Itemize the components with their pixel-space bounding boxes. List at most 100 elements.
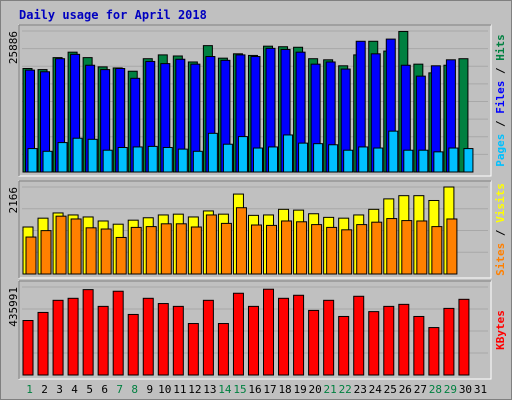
day-label: 5 (86, 383, 93, 396)
day-label: 13 (203, 383, 216, 396)
side-label-part: / (494, 61, 507, 81)
bar-pages-day-17 (268, 146, 279, 173)
panel-top: 25886 Pages / Files / Hits (7, 24, 507, 177)
bar-pages-day-2 (42, 150, 53, 173)
bar-pages-day-13 (207, 132, 218, 173)
bar-sites-day-1 (25, 236, 37, 275)
day-label: 22 (339, 383, 352, 396)
bar-sites-day-26 (401, 220, 413, 275)
bar-pages-day-11 (177, 148, 188, 173)
chart-title: Daily usage for April 2018 (19, 8, 207, 22)
bar-kbytes-day-9 (142, 297, 154, 376)
panel-middle: 2166 Sites / Visits (7, 180, 507, 279)
bar-sites-day-7 (115, 236, 127, 275)
bar-pages-day-4 (72, 137, 83, 173)
side-label-part: / (494, 114, 507, 134)
bar-kbytes-day-8 (127, 313, 139, 376)
bar-pages-day-26 (403, 149, 414, 173)
day-label: 12 (188, 383, 201, 396)
bar-sites-day-27 (416, 220, 428, 275)
panel-max-label: 25886 (7, 31, 20, 64)
day-label: 14 (218, 383, 232, 396)
bar-kbytes-day-29 (443, 307, 455, 376)
side-label-part: / (494, 223, 507, 243)
bar-pages-day-12 (192, 150, 203, 173)
day-label: 17 (263, 383, 276, 396)
bar-pages-day-23 (358, 146, 369, 173)
day-label: 30 (459, 383, 472, 396)
side-label-part: KBytes (494, 310, 507, 350)
bar-sites-day-25 (386, 218, 398, 275)
bar-kbytes-day-19 (293, 294, 305, 376)
day-label: 1 (26, 383, 33, 396)
bar-kbytes-day-3 (52, 299, 64, 376)
day-label: 31 (474, 383, 487, 396)
bar-kbytes-day-1 (22, 320, 34, 376)
day-label: 25 (384, 383, 397, 396)
bar-pages-day-28 (433, 151, 444, 173)
bar-kbytes-day-21 (323, 299, 335, 376)
bar-sites-day-17 (266, 224, 278, 275)
bar-kbytes-day-30 (458, 298, 470, 376)
panel-max-label: 2166 (7, 187, 20, 214)
day-label: 3 (56, 383, 63, 396)
bar-sites-day-15 (235, 207, 247, 275)
day-label: 10 (158, 383, 171, 396)
bar-pages-day-15 (237, 136, 248, 173)
day-label: 11 (173, 383, 186, 396)
day-labels: 1 2 3 4 5 6 7 8 9 10 11 12 13 14 15 16 17 18 19 20 21 22 23 24 2… (26, 383, 487, 396)
day-label: 9 (146, 383, 153, 396)
bar-sites-day-13 (205, 214, 217, 275)
bar-kbytes-day-11 (172, 305, 184, 376)
bar-kbytes-day-14 (217, 323, 229, 376)
bar-pages-day-5 (87, 138, 98, 173)
bar-sites-day-29 (446, 218, 458, 275)
bar-kbytes-day-10 (157, 303, 169, 376)
day-label: 29 (444, 383, 457, 396)
bar-sites-day-18 (281, 220, 293, 275)
bar-sites-day-4 (70, 218, 82, 275)
bar-kbytes-day-4 (67, 297, 79, 376)
bar-sites-day-24 (371, 221, 383, 275)
bar-kbytes-day-22 (338, 315, 350, 376)
bar-kbytes-day-26 (398, 303, 410, 376)
bar-kbytes-day-12 (187, 323, 199, 376)
bar-pages-day-27 (418, 149, 429, 173)
panel-side-label: KBytes (494, 310, 507, 350)
bar-sites-day-19 (296, 221, 308, 275)
bar-sites-day-8 (130, 226, 142, 275)
panel-bottom: 435991 KBytes (7, 280, 507, 380)
side-label-part: Files (494, 81, 507, 114)
bar-kbytes-day-24 (368, 311, 380, 376)
day-label: 16 (248, 383, 261, 396)
side-label-part: Hits (494, 34, 507, 61)
bar-pages-day-8 (132, 146, 143, 173)
day-label: 21 (324, 383, 337, 396)
bar-sites-day-11 (175, 223, 187, 275)
bar-pages-day-3 (57, 142, 68, 173)
day-label: 8 (131, 383, 138, 396)
side-label-part: Sites (494, 243, 507, 276)
bar-sites-day-10 (160, 223, 172, 275)
bar-pages-day-29 (448, 147, 459, 173)
bar-sites-day-16 (250, 224, 262, 275)
bar-pages-day-10 (162, 146, 173, 173)
bar-sites-day-20 (311, 224, 323, 275)
panel-side-label: Sites / Visits (494, 183, 507, 276)
day-label: 26 (399, 383, 412, 396)
bar-sites-day-2 (40, 230, 52, 275)
day-label: 28 (429, 383, 442, 396)
bar-sites-day-22 (341, 229, 353, 275)
bar-sites-day-23 (356, 224, 368, 275)
panel-side-label: Pages / Files / Hits (494, 34, 507, 167)
panel-max-label: 435991 (7, 287, 20, 327)
day-label: 7 (116, 383, 123, 396)
day-label: 27 (414, 383, 427, 396)
bar-pages-day-7 (117, 146, 128, 173)
bar-pages-day-1 (27, 148, 38, 173)
bar-kbytes-day-7 (112, 290, 124, 376)
side-label-part: Pages (494, 134, 507, 167)
bar-pages-day-6 (102, 149, 113, 173)
bar-sites-day-14 (220, 222, 232, 275)
bar-kbytes-day-27 (413, 315, 425, 376)
